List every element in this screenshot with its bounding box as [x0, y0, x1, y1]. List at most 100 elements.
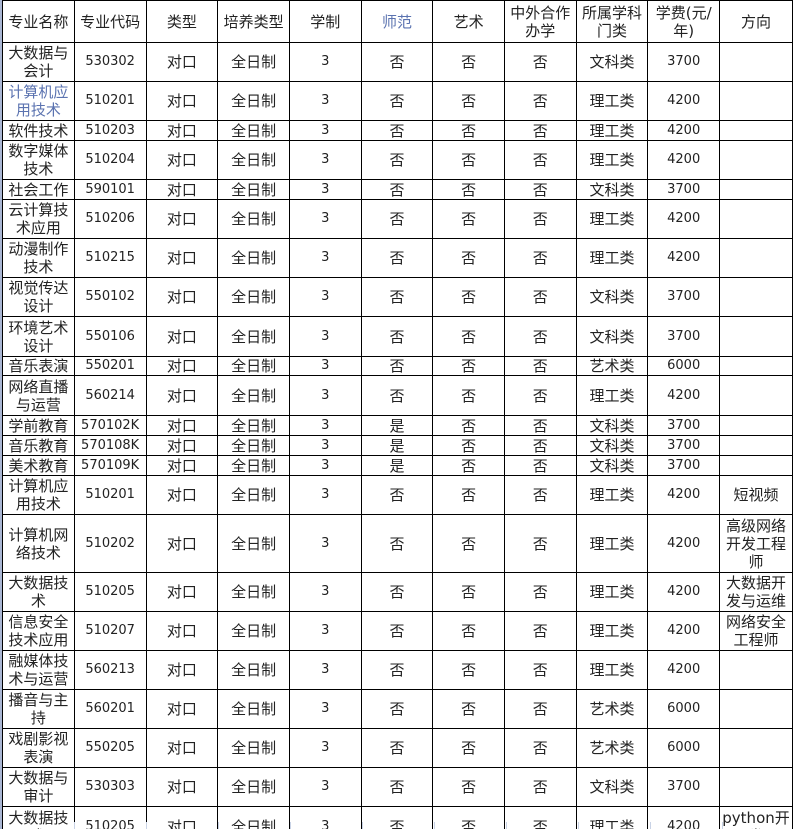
- cell-direction[interactable]: [719, 455, 793, 476]
- cell-type[interactable]: 对口: [145, 140, 219, 180]
- cell-major-code[interactable]: 510205: [73, 572, 147, 612]
- cell-major-name[interactable]: 学前教育: [2, 415, 75, 436]
- cell-study-mode[interactable]: 全日制: [217, 375, 290, 416]
- cell-study-mode[interactable]: 全日制: [217, 572, 290, 612]
- cell-sino-foreign[interactable]: 否: [503, 120, 577, 141]
- cell-major-name[interactable]: 播音与主持: [2, 689, 75, 729]
- cell-major-code[interactable]: 560213: [73, 650, 147, 690]
- cell-type[interactable]: 对口: [145, 42, 219, 82]
- cell-normal-school[interactable]: 否: [360, 475, 434, 515]
- cell-tuition[interactable]: 3700: [647, 179, 721, 200]
- header-sino-foreign[interactable]: 中外合作办学: [503, 0, 577, 43]
- cell-discipline[interactable]: 艺术类: [575, 728, 649, 768]
- cell-major-name[interactable]: 大数据技术: [2, 572, 75, 612]
- cell-study-mode[interactable]: 全日制: [217, 650, 290, 690]
- cell-discipline[interactable]: 艺术类: [575, 356, 649, 376]
- cell-study-mode[interactable]: 全日制: [217, 81, 290, 121]
- cell-art[interactable]: 否: [432, 120, 505, 141]
- cell-duration[interactable]: 3: [288, 140, 362, 180]
- cell-study-mode[interactable]: 全日制: [217, 316, 290, 357]
- cell-tuition[interactable]: 4200: [647, 120, 721, 141]
- cell-art[interactable]: 否: [432, 475, 505, 515]
- cell-discipline[interactable]: 文科类: [575, 277, 649, 317]
- cell-discipline[interactable]: 理工类: [575, 611, 649, 651]
- cell-major-name[interactable]: 音乐教育: [2, 435, 75, 456]
- cell-major-code[interactable]: 510206: [73, 199, 147, 239]
- header-direction[interactable]: 方向: [719, 0, 793, 43]
- cell-art[interactable]: 否: [432, 728, 505, 768]
- cell-art[interactable]: 否: [432, 199, 505, 239]
- cell-major-name[interactable]: 环境艺术设计: [2, 316, 75, 357]
- cell-direction[interactable]: 短视频: [719, 475, 793, 515]
- cell-sino-foreign[interactable]: 否: [503, 356, 577, 376]
- cell-direction[interactable]: [719, 81, 793, 121]
- cell-tuition[interactable]: 3700: [647, 767, 721, 807]
- cell-type[interactable]: 对口: [145, 728, 219, 768]
- cell-discipline[interactable]: 文科类: [575, 179, 649, 200]
- cell-duration[interactable]: 3: [288, 277, 362, 317]
- cell-direction[interactable]: [719, 316, 793, 357]
- header-major-code[interactable]: 专业代码: [73, 0, 147, 43]
- cell-major-code[interactable]: 570102K: [73, 415, 147, 436]
- cell-normal-school[interactable]: 否: [360, 728, 434, 768]
- cell-normal-school[interactable]: 否: [360, 140, 434, 180]
- cell-study-mode[interactable]: 全日制: [217, 120, 290, 141]
- cell-major-name[interactable]: 视觉传达设计: [2, 277, 75, 317]
- cell-duration[interactable]: 3: [288, 455, 362, 476]
- cell-tuition[interactable]: 6000: [647, 728, 721, 768]
- cell-type[interactable]: 对口: [145, 199, 219, 239]
- cell-type[interactable]: 对口: [145, 277, 219, 317]
- cell-duration[interactable]: 3: [288, 316, 362, 357]
- cell-major-name[interactable]: 音乐表演: [2, 356, 75, 376]
- cell-normal-school[interactable]: 否: [360, 650, 434, 690]
- cell-direction[interactable]: [719, 179, 793, 200]
- cell-study-mode[interactable]: 全日制: [217, 179, 290, 200]
- cell-direction[interactable]: [719, 689, 793, 729]
- cell-study-mode[interactable]: 全日制: [217, 514, 290, 573]
- cell-art[interactable]: 否: [432, 316, 505, 357]
- cell-study-mode[interactable]: 全日制: [217, 356, 290, 376]
- header-tuition[interactable]: 学费(元/年): [647, 0, 721, 43]
- cell-normal-school[interactable]: 是: [360, 455, 434, 476]
- cell-major-name[interactable]: 美术教育: [2, 455, 75, 476]
- cell-type[interactable]: 对口: [145, 689, 219, 729]
- cell-tuition[interactable]: 3700: [647, 42, 721, 82]
- cell-tuition[interactable]: 3700: [647, 415, 721, 436]
- cell-duration[interactable]: 3: [288, 514, 362, 573]
- cell-discipline[interactable]: 理工类: [575, 514, 649, 573]
- cell-major-code[interactable]: 530302: [73, 42, 147, 82]
- cell-major-code[interactable]: 510202: [73, 514, 147, 573]
- cell-tuition[interactable]: 4200: [647, 199, 721, 239]
- cell-type[interactable]: 对口: [145, 375, 219, 416]
- cell-duration[interactable]: 3: [288, 572, 362, 612]
- cell-major-name[interactable]: 大数据与审计: [2, 767, 75, 807]
- cell-discipline[interactable]: 理工类: [575, 199, 649, 239]
- cell-major-name[interactable]: 网络直播与运营: [2, 375, 75, 416]
- cell-discipline[interactable]: 文科类: [575, 42, 649, 82]
- cell-discipline[interactable]: 文科类: [575, 415, 649, 436]
- cell-major-name[interactable]: 计算机应用技术: [2, 81, 75, 121]
- cell-tuition[interactable]: 6000: [647, 356, 721, 376]
- cell-art[interactable]: 否: [432, 277, 505, 317]
- cell-art[interactable]: 否: [432, 81, 505, 121]
- cell-discipline[interactable]: 文科类: [575, 435, 649, 456]
- cell-normal-school[interactable]: 否: [360, 356, 434, 376]
- cell-normal-school[interactable]: 否: [360, 199, 434, 239]
- cell-type[interactable]: 对口: [145, 415, 219, 436]
- cell-sino-foreign[interactable]: 否: [503, 572, 577, 612]
- cell-direction[interactable]: [719, 238, 793, 278]
- cell-discipline[interactable]: 理工类: [575, 81, 649, 121]
- cell-direction[interactable]: [719, 199, 793, 239]
- cell-duration[interactable]: 3: [288, 120, 362, 141]
- cell-normal-school[interactable]: 否: [360, 514, 434, 573]
- cell-art[interactable]: 否: [432, 767, 505, 807]
- cell-type[interactable]: 对口: [145, 572, 219, 612]
- cell-major-name[interactable]: 信息安全技术应用: [2, 611, 75, 651]
- cell-type[interactable]: 对口: [145, 455, 219, 476]
- header-normal-school[interactable]: 师范: [360, 0, 434, 43]
- cell-art[interactable]: 否: [432, 435, 505, 456]
- cell-sino-foreign[interactable]: 否: [503, 42, 577, 82]
- header-type[interactable]: 类型: [145, 0, 219, 43]
- cell-direction[interactable]: [719, 650, 793, 690]
- cell-type[interactable]: 对口: [145, 514, 219, 573]
